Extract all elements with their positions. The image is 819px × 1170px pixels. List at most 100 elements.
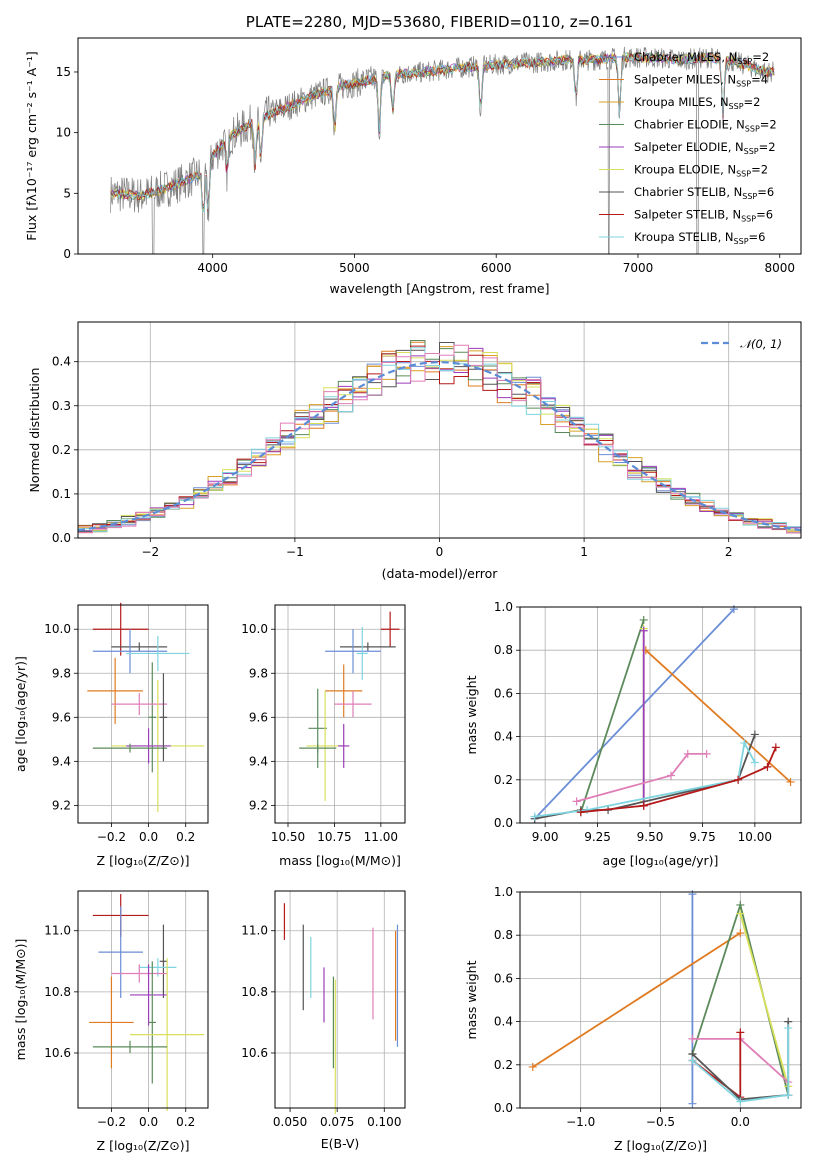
weight-vs-Z-weight-marker [784, 1024, 793, 1033]
mass-vs-Z-ytick-label: 10.8 [44, 985, 71, 999]
legend-entry: Salpeter STELIB, NSSP=6 [634, 208, 773, 224]
residuals-ylabel: Normed distribution [27, 368, 42, 493]
age-vs-mass-ytick-label: 9.8 [249, 666, 268, 680]
mass-vs-Z-xtick-label: −0.2 [97, 1115, 126, 1129]
weight-vs-age-weight-marker [763, 762, 772, 771]
mass-vs-ebv-ytick-label: 10.6 [241, 1046, 268, 1060]
residuals-ytick-label: 0.0 [52, 531, 71, 545]
weight-vs-Z-ytick-label: 1.0 [494, 885, 513, 899]
age-vs-Z-ytick-label: 9.8 [52, 666, 71, 680]
age-vs-mass-ytick-label: 10.0 [241, 622, 268, 636]
histogram-step [78, 344, 801, 538]
weight-vs-age-weight-marker [750, 758, 759, 767]
weight-vs-age-weight-line [645, 649, 792, 783]
weight-vs-Z-weight-line [691, 1028, 790, 1103]
weight-vs-age-weight-marker [530, 812, 539, 821]
spectrum-xtick-label: 8000 [764, 261, 795, 275]
weight-vs-age-weight-marker [771, 743, 780, 752]
mass-vs-ebv-ytick-label: 10.8 [241, 985, 268, 999]
spectrum-xlabel: wavelength [Angstrom, rest frame] [329, 281, 549, 296]
weight-vs-age-ytick-label: 0.2 [494, 773, 513, 787]
legend-normal-label: 𝒩(0, 1) [740, 337, 782, 351]
legend-entry: Kroupa STELIB, NSSP=6 [634, 230, 765, 246]
spectrum-xtick-label: 4000 [197, 261, 228, 275]
weight-vs-Z-ylabel: mass weight [464, 960, 479, 1039]
age-vs-Z-frame [77, 604, 209, 824]
mass-vs-Z-xtick-label: 0.0 [139, 1115, 158, 1129]
mass-vs-Z-xtick-label: 0.2 [176, 1115, 195, 1129]
age-vs-mass-xtick-label: 10.50 [271, 830, 305, 844]
legend-entry: Chabrier MILES, NSSP=2 [634, 50, 769, 66]
mass-vs-ebv-frame [274, 890, 406, 1109]
weight-vs-age-weight-marker [750, 730, 759, 739]
residuals-ytick-label: 0.2 [52, 443, 71, 457]
age-vs-Z-ytick-label: 9.4 [52, 754, 71, 768]
weight-vs-age-ytick-label: 0.0 [494, 816, 513, 830]
legend-entry: Chabrier ELODIE, NSSP=2 [634, 118, 777, 134]
age-vs-Z-ytick-label: 10.0 [44, 622, 71, 636]
mass-vs-Z-ylabel: mass [log₁₀(M/M⊙)] [13, 939, 28, 1061]
weight-vs-age-weight-marker [639, 615, 648, 624]
mass-vs-Z-ytick-label: 10.6 [44, 1046, 71, 1060]
age-vs-Z-ylabel: age [log₁₀(age/yr)] [13, 656, 28, 772]
weight-vs-Z-weight-marker [736, 1028, 745, 1037]
weight-vs-age-weight-line [579, 619, 645, 813]
mass-vs-ebv-xlabel: E(B-V) [321, 1136, 360, 1151]
weight-vs-Z-weight-marker [528, 1062, 537, 1071]
weight-vs-age-weight-marker [729, 605, 738, 614]
weight-vs-age-weight-marker [583, 806, 592, 815]
mass-vs-ebv-xtick-label: 0.050 [273, 1115, 307, 1129]
weight-vs-Z-weight-marker [736, 909, 745, 918]
mass-vs-ebv-xtick-label: 0.075 [320, 1115, 354, 1129]
figure-title: PLATE=2280, MJD=53680, FIBERID=0110, z=0… [245, 13, 634, 31]
weight-vs-age-ytick-label: 1.0 [494, 600, 513, 614]
age-vs-mass-xtick-label: 10.75 [317, 830, 351, 844]
weight-vs-age-weight-line [534, 608, 735, 820]
spectrum-model-line [110, 51, 775, 214]
weight-vs-Z-weight-line [532, 932, 741, 1068]
weight-vs-Z-weight-marker [784, 1091, 793, 1100]
normal-curve [78, 360, 801, 532]
age-vs-mass-ytick-label: 9.2 [249, 798, 268, 812]
weight-vs-Z-weight-marker [688, 890, 697, 899]
age-vs-mass-xtick-label: 11.00 [364, 830, 398, 844]
age-vs-Z-xtick-label: 0.2 [176, 830, 195, 844]
weight-vs-Z-ytick-label: 0.4 [494, 1015, 513, 1029]
mass-vs-Z-xlabel: Z [log₁₀(Z/Z⊙)] [97, 1138, 190, 1153]
weight-vs-Z-frame [519, 891, 802, 1109]
weight-vs-age-ytick-label: 0.4 [494, 730, 513, 744]
legend-entry: Chabrier STELIB, NSSP=6 [634, 185, 774, 201]
weight-vs-age-ylabel: mass weight [464, 675, 479, 754]
mass-vs-Z-ytick-label: 11.0 [44, 924, 71, 938]
spectrum-frame [77, 37, 802, 255]
weight-vs-age-xtick-label: 9.25 [584, 830, 611, 844]
weight-vs-age-xtick-label: 10.00 [738, 830, 772, 844]
weight-vs-Z-ytick-label: 0.6 [494, 971, 513, 985]
residuals-ytick-label: 0.4 [52, 355, 71, 369]
residuals-xlabel: (data-model)/error [382, 566, 499, 581]
mass-vs-ebv-xtick-label: 0.100 [367, 1115, 401, 1129]
weight-vs-Z-xtick-label: 0.0 [731, 1115, 750, 1129]
weight-vs-Z-ytick-label: 0.8 [494, 928, 513, 942]
weight-vs-age-xtick-label: 9.75 [689, 830, 716, 844]
legend-entry: Kroupa MILES, NSSP=2 [634, 95, 760, 111]
spectrum-ytick-label: 0 [63, 247, 71, 261]
residuals-frame [77, 321, 802, 539]
legend-entry: Kroupa ELODIE, NSSP=2 [634, 163, 768, 179]
weight-vs-age-weight-marker [786, 777, 795, 786]
weight-vs-Z-weight-line [739, 913, 790, 1087]
residuals-ytick-label: 0.1 [52, 487, 71, 501]
spectrum-data-line [110, 46, 775, 254]
legend-entry: Salpeter ELODIE, NSSP=2 [634, 140, 776, 156]
weight-vs-Z-xtick-label: −0.5 [646, 1115, 675, 1129]
residuals-ytick-label: 0.3 [52, 399, 71, 413]
weight-vs-age-weight-marker [576, 808, 585, 817]
weight-vs-age-weight-marker [666, 771, 675, 780]
age-vs-Z-xtick-label: 0.0 [139, 830, 158, 844]
weight-vs-age-ytick-label: 0.6 [494, 686, 513, 700]
spectrum-ytick-label: 10 [56, 126, 71, 140]
spectrum-model-line [110, 52, 775, 212]
mass-vs-Z-frame [77, 890, 209, 1109]
age-vs-Z-ytick-label: 9.6 [52, 710, 71, 724]
